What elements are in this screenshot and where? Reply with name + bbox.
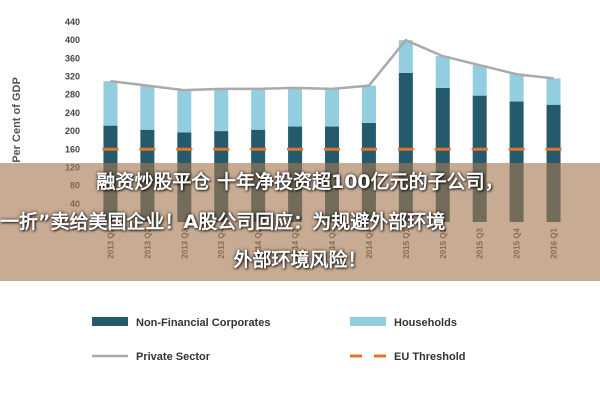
- y-tick-label: 400: [65, 35, 80, 45]
- y-tick-label: 200: [65, 126, 80, 136]
- bar-households: [398, 40, 413, 73]
- legend-private-sector-label: Private Sector: [136, 351, 211, 363]
- y-tick-label: 360: [65, 53, 80, 63]
- y-axis-title-group: Per Cent of GDP: [11, 77, 23, 163]
- y-tick-label: 440: [65, 17, 80, 27]
- legend-households-swatch: [350, 317, 386, 326]
- legend-non-financial-corporates-label: Non-Financial Corporates: [136, 317, 270, 329]
- bar-households: [546, 78, 561, 105]
- bar-households: [472, 65, 487, 96]
- bar-households: [325, 88, 339, 127]
- bar-households: [361, 85, 376, 123]
- headline-line-2: 一折”卖给美国企业！A股公司回应：为规避外部环境: [0, 211, 446, 233]
- bar-households: [288, 87, 303, 127]
- y-tick-label: 160: [65, 144, 80, 154]
- legend-non-financial-corporates-swatch: [92, 317, 128, 326]
- bar-households: [140, 85, 155, 130]
- y-axis-title: Per Cent of GDP: [11, 77, 23, 163]
- bar-households: [177, 90, 192, 133]
- bar-households: [435, 56, 450, 88]
- y-tick-label: 320: [65, 72, 80, 82]
- legend-eu-threshold-label: EU Threshold: [394, 351, 466, 363]
- bar-households: [214, 88, 229, 132]
- bar-households: [509, 74, 524, 102]
- bar-households: [103, 81, 118, 126]
- headline-line-1: 融资炒股平仓 十年净投资超100亿元的子公司，: [96, 171, 504, 193]
- y-tick-label: 280: [65, 90, 80, 100]
- y-tick-label: 240: [65, 108, 80, 118]
- headline-line-3: 外部环境风险！: [233, 249, 367, 271]
- legend-households-label: Households: [394, 317, 457, 329]
- private-sector-polyline: [110, 38, 554, 92]
- headline-overlay: 融资炒股平仓 十年净投资超100亿元的子公司， 一折”卖给美国企业！A股公司回应…: [0, 163, 600, 281]
- bar-households: [251, 88, 266, 130]
- private-sector-line: [110, 38, 554, 92]
- legend: Non-Financial Corporates Households Privat…: [92, 317, 466, 363]
